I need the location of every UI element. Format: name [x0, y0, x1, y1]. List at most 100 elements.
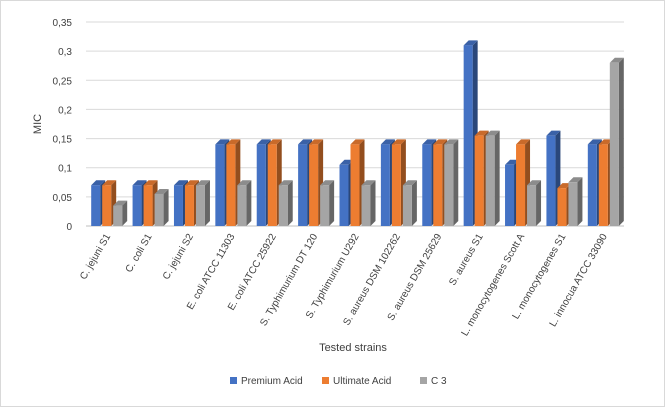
- bar-top: [298, 139, 313, 145]
- bar-side: [411, 180, 417, 226]
- bar-front: [546, 135, 556, 226]
- bar-c-3: [195, 180, 210, 226]
- bar-front: [444, 144, 454, 226]
- bar-front: [237, 185, 247, 226]
- bar-front: [516, 144, 526, 226]
- bar-front: [91, 185, 101, 226]
- y-tick-label: 0,3: [58, 47, 72, 58]
- bar-top: [391, 139, 406, 145]
- bar-front: [609, 62, 619, 226]
- bar-front: [267, 144, 277, 226]
- bar-front: [143, 185, 153, 226]
- y-tick-label: 0,2: [58, 105, 72, 116]
- bar-top: [267, 139, 282, 145]
- bar-top: [598, 139, 613, 145]
- bar-top: [226, 139, 241, 145]
- bar-side: [329, 180, 335, 226]
- bar-top: [132, 180, 147, 186]
- bar-top: [444, 139, 459, 145]
- bar-top: [256, 139, 271, 145]
- bar-front: [505, 164, 515, 226]
- bar-front: [226, 144, 236, 226]
- bar-top: [102, 180, 117, 186]
- y-tick-label: 0,35: [53, 18, 73, 29]
- bar-top: [463, 40, 478, 46]
- bar-front: [391, 144, 401, 226]
- bar-top: [609, 57, 624, 63]
- bar-side: [494, 130, 500, 226]
- legend-swatch: [230, 377, 237, 384]
- bar-front: [132, 185, 142, 226]
- bar-top: [184, 180, 199, 186]
- y-tick-label: 0,25: [53, 76, 73, 87]
- legend-swatch: [322, 377, 329, 384]
- bar-front: [474, 135, 484, 226]
- bar-top: [485, 130, 500, 136]
- bar-front: [587, 144, 597, 226]
- bar-c-3: [361, 180, 376, 226]
- bar-front: [527, 185, 537, 226]
- bar-c-3: [609, 57, 624, 226]
- bar-side: [122, 200, 128, 226]
- bar-front: [102, 185, 112, 226]
- legend-label: C 3: [431, 376, 447, 387]
- bar-top: [546, 130, 561, 136]
- y-axis-title: MIC: [32, 114, 44, 134]
- bar-front: [298, 144, 308, 226]
- bar-top: [154, 188, 169, 194]
- bar-front: [433, 144, 443, 226]
- bar-front: [173, 185, 183, 226]
- bar-front: [309, 144, 319, 226]
- bar-front: [278, 185, 288, 226]
- legend-label: Premium Acid: [241, 376, 303, 387]
- x-axis-title: Tested strains: [319, 342, 387, 354]
- bar-top: [361, 180, 376, 186]
- bar-front: [380, 144, 390, 226]
- bar-top: [173, 180, 188, 186]
- bar-front: [350, 144, 360, 226]
- bar-front: [256, 144, 266, 226]
- y-tick-label: 0: [66, 222, 72, 233]
- bar-front: [568, 182, 578, 226]
- bar-top: [527, 180, 542, 186]
- bar-top: [350, 139, 365, 145]
- bar-front: [320, 185, 330, 226]
- bar-side: [370, 180, 376, 226]
- bar-top: [505, 159, 520, 165]
- bar-c-3: [402, 180, 417, 226]
- bar-side: [536, 180, 542, 226]
- bar-side: [287, 180, 293, 226]
- bar-side: [453, 139, 459, 226]
- bar-c-3: [113, 200, 128, 226]
- bar-front: [154, 193, 164, 226]
- bar-c-3: [444, 139, 459, 226]
- bar-front: [195, 185, 205, 226]
- bar-top: [568, 177, 583, 183]
- bar-top: [113, 200, 128, 206]
- bar-c-3: [568, 177, 583, 226]
- bar-c-3: [237, 180, 252, 226]
- bar-top: [91, 180, 106, 186]
- bar-front: [463, 45, 473, 226]
- bar-front: [215, 144, 225, 226]
- bar-c-3: [278, 180, 293, 226]
- y-tick-label: 0,05: [53, 193, 73, 204]
- bar-front: [184, 185, 194, 226]
- bar-front: [113, 205, 123, 226]
- legend-label: Ultimate Acid: [333, 376, 391, 387]
- bar-top: [320, 180, 335, 186]
- bar-top: [215, 139, 230, 145]
- bar-c-3: [527, 180, 542, 226]
- bar-top: [422, 139, 437, 145]
- bar-top: [587, 139, 602, 145]
- bar-side: [204, 180, 210, 226]
- legend-item: C 3: [420, 376, 447, 387]
- bar-c-3: [320, 180, 335, 226]
- bar-front: [339, 164, 349, 226]
- bar-front: [402, 185, 412, 226]
- y-tick-label: 0,15: [53, 135, 73, 146]
- bar-top: [402, 180, 417, 186]
- bar-front: [485, 135, 495, 226]
- bar-c-3: [485, 130, 500, 226]
